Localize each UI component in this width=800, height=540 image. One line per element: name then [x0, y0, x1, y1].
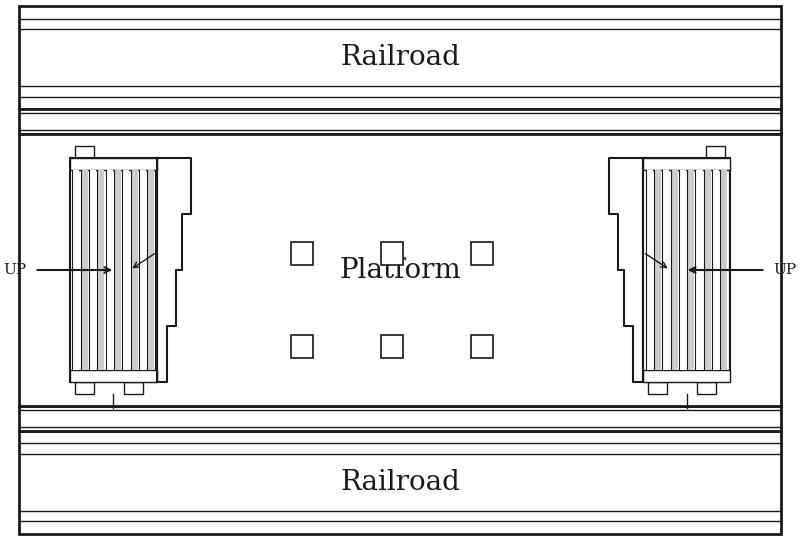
Bar	[471, 335, 493, 357]
Bar	[291, 335, 314, 357]
Bar	[643, 158, 730, 171]
Bar	[106, 171, 113, 369]
Bar	[291, 242, 314, 265]
Bar	[18, 133, 782, 407]
Bar	[147, 171, 154, 369]
Bar	[687, 171, 694, 369]
Bar	[643, 369, 730, 382]
Bar	[706, 146, 725, 158]
Bar	[122, 171, 130, 369]
Bar	[75, 146, 94, 158]
Bar	[81, 171, 88, 369]
Bar	[89, 171, 96, 369]
Bar	[75, 382, 94, 394]
Bar	[70, 158, 157, 171]
Bar	[18, 431, 782, 534]
Text: UP: UP	[4, 263, 26, 277]
Bar	[679, 171, 686, 369]
Bar	[382, 242, 403, 265]
Bar	[646, 171, 653, 369]
Text: Railroad: Railroad	[340, 469, 460, 496]
Text: Platform: Platform	[339, 256, 461, 284]
Bar	[114, 171, 121, 369]
Bar	[648, 382, 667, 394]
Bar	[670, 171, 678, 369]
Bar	[18, 6, 782, 109]
Text: UP: UP	[774, 263, 796, 277]
Bar	[98, 171, 104, 369]
Bar	[124, 382, 143, 394]
Bar	[139, 171, 146, 369]
Bar	[382, 335, 403, 357]
Bar	[721, 171, 727, 369]
Bar	[18, 109, 782, 133]
Bar	[471, 242, 493, 265]
Bar	[695, 171, 702, 369]
Bar	[130, 171, 138, 369]
Text: Railroad: Railroad	[340, 44, 460, 71]
Bar	[712, 171, 719, 369]
Bar	[654, 171, 661, 369]
Bar	[72, 171, 79, 369]
Bar	[70, 158, 157, 382]
Bar	[643, 158, 730, 382]
Bar	[704, 171, 711, 369]
Bar	[70, 369, 157, 382]
Bar	[697, 382, 716, 394]
Bar	[18, 407, 782, 431]
Bar	[662, 171, 670, 369]
